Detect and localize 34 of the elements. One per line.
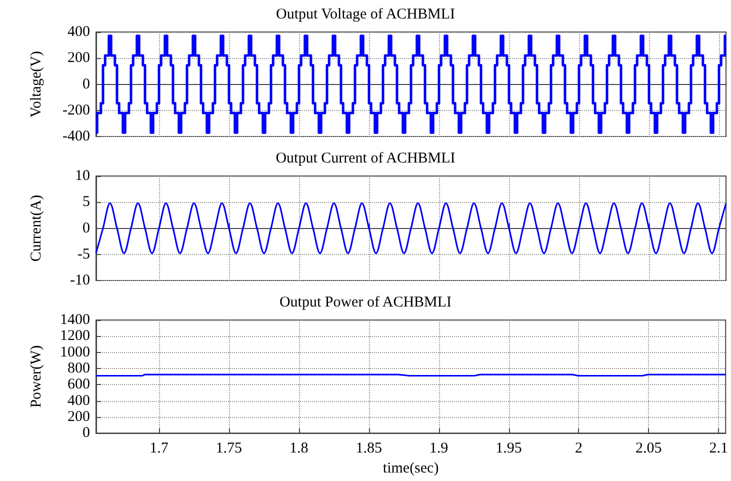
y-tick-label: 400 — [68, 24, 90, 40]
y-axis-title: Power(W) — [28, 345, 44, 408]
y-tick-label: 200 — [68, 408, 90, 425]
x-tick-label: 2.05 — [636, 440, 662, 457]
y-tick-label: 400 — [68, 392, 90, 409]
y-axis-title: Current(A) — [28, 194, 44, 262]
chart-title: Output Current of ACHBMLI — [276, 150, 456, 166]
y-tick-label: 5 — [82, 194, 90, 210]
y-tick-label: 200 — [68, 50, 90, 66]
y-tick-label: -5 — [78, 246, 90, 262]
y-axis-title: Voltage(V) — [28, 51, 44, 118]
y-tick-label: 1000 — [60, 344, 90, 360]
y-tick-label: -200 — [62, 102, 90, 118]
chart-title: Output Voltage of ACHBMLI — [276, 6, 456, 22]
y-tick-label: 1200 — [60, 328, 90, 344]
x-tick-label: 1.9 — [429, 440, 448, 457]
y-tick-label: 10 — [75, 168, 90, 184]
x-tick-label: 1.95 — [496, 440, 522, 457]
x-tick-label: 1.75 — [216, 440, 242, 457]
y-tick-label: 0 — [82, 220, 90, 236]
x-tick-label: 1.8 — [290, 440, 308, 457]
x-tick-label: 1.7 — [150, 440, 169, 457]
x-tick-label: 2 — [574, 440, 582, 457]
y-tick-label: 800 — [68, 360, 90, 376]
x-tick-label: 1.85 — [356, 440, 382, 457]
y-tick-label: 1400 — [60, 312, 90, 328]
y-tick-label: 0 — [82, 76, 90, 92]
x-axis-title: time(sec) — [382, 460, 439, 476]
y-tick-label: 0 — [82, 425, 90, 442]
x-tick-label: 2.1 — [709, 440, 728, 457]
y-tick-label: 600 — [68, 376, 90, 393]
y-tick-label: -10 — [70, 272, 90, 288]
chart-title: Output Power of ACHBMLI — [279, 294, 452, 310]
y-tick-label: -400 — [62, 128, 90, 144]
